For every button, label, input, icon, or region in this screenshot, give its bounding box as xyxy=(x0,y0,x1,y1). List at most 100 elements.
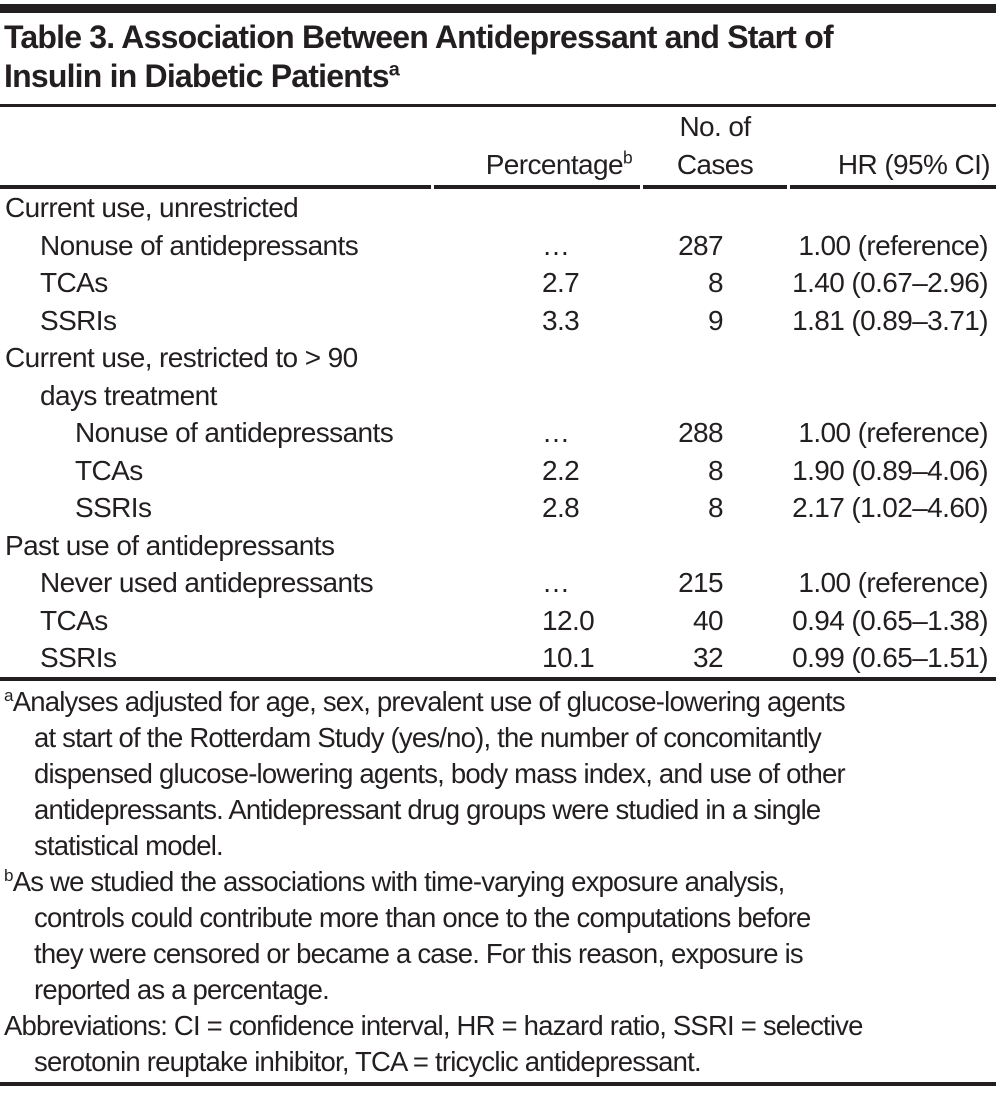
percentage-cell xyxy=(434,527,643,565)
hr-cell: 0.99 (0.65–1.51) xyxy=(792,642,988,673)
hr-cell: 1.00 (reference) xyxy=(798,417,988,448)
footnote-a-line: statistical model. xyxy=(34,830,224,861)
header-underline-segment xyxy=(434,185,640,189)
row-label: Current use, unrestricted xyxy=(5,192,299,223)
hr-cell xyxy=(787,189,996,227)
cases-cell: 215 xyxy=(678,567,724,598)
footnote-a-line: antidepressants. Antidepressant drug gro… xyxy=(34,794,821,825)
hr-cell: 0.94 (0.65–1.38) xyxy=(792,604,988,636)
footnote-b-line: controls could contribute more than once… xyxy=(34,902,811,933)
column-header-hr: HR (95% CI) xyxy=(837,149,991,180)
row-label: TCAs xyxy=(40,604,108,636)
table-body: Current use, unrestricted Nonuse of anti… xyxy=(0,189,996,677)
table-row: Nonuse of antidepressants … 288 1.00 (re… xyxy=(0,414,996,452)
cases-cell: 8 xyxy=(708,454,724,486)
header-underline xyxy=(0,185,996,189)
cases-cell xyxy=(643,339,787,377)
percentage-cell: 12.0 xyxy=(542,604,595,636)
hr-cell: 1.40 (0.67–2.96) xyxy=(792,267,988,298)
header-underline-segment xyxy=(0,185,431,189)
row-label: TCAs xyxy=(75,454,143,486)
table-row: Current use, restricted to > 90 xyxy=(0,339,996,377)
table-row: Past use of antidepressants xyxy=(0,527,996,565)
hr-cell: 2.17 (1.02–4.60) xyxy=(792,492,988,523)
row-label: SSRIs xyxy=(75,492,152,523)
title-rule xyxy=(0,104,996,107)
cases-cell xyxy=(643,527,787,565)
cases-cell: 9 xyxy=(708,304,724,336)
row-label: days treatment xyxy=(40,379,217,411)
row-label: TCAs xyxy=(40,267,108,298)
percentage-cell: … xyxy=(542,229,570,261)
header-underline-segment xyxy=(790,185,996,189)
footnote-a-line: aAnalyses adjusted for age, sex, prevale… xyxy=(4,685,846,717)
percentage-cell: 2.2 xyxy=(542,454,580,486)
percentage-cell: 2.8 xyxy=(542,492,580,523)
cases-cell: 40 xyxy=(693,604,724,636)
footnotes: aAnalyses adjusted for age, sex, prevale… xyxy=(4,684,994,1080)
cases-cell xyxy=(643,377,787,415)
cases-cell xyxy=(643,189,787,227)
table-title: Table 3. Association Between Antidepress… xyxy=(4,18,992,96)
cases-cell: 287 xyxy=(678,229,724,261)
abbreviations-line: serotonin reuptake inhibitor, TCA = tric… xyxy=(34,1046,702,1077)
hr-cell: 1.90 (0.89–4.06) xyxy=(792,454,988,486)
footnote-a-line: at start of the Rotterdam Study (yes/no)… xyxy=(34,722,822,753)
column-header-cases-line1: No. of xyxy=(679,111,751,142)
hr-cell xyxy=(787,377,996,415)
percentage-cell: … xyxy=(542,417,570,448)
row-label: Nonuse of antidepressants xyxy=(40,229,359,261)
column-header-cases-line2: Cases xyxy=(676,149,754,180)
table-row: Never used antidepressants … 215 1.00 (r… xyxy=(0,564,996,602)
column-headers: No. of Percentageb Cases HR (95% CI) xyxy=(0,108,996,184)
hr-cell: 1.00 (reference) xyxy=(798,229,988,261)
percentage-cell: 3.3 xyxy=(542,304,580,336)
table-row: TCAs 2.7 8 1.40 (0.67–2.96) xyxy=(0,264,996,302)
header-underline-segment xyxy=(643,185,787,189)
hr-cell: 1.00 (reference) xyxy=(798,567,988,598)
footnote-b-line: they were censored or became a case. For… xyxy=(34,938,804,969)
percentage-cell: … xyxy=(542,567,570,598)
table-row: TCAs 2.2 8 1.90 (0.89–4.06) xyxy=(0,452,996,490)
abbreviations-line: Abbreviations: CI = confidence interval,… xyxy=(4,1010,863,1041)
column-header-row-2: Percentageb Cases HR (95% CI) xyxy=(0,146,996,184)
table-row: TCAs 12.0 40 0.94 (0.65–1.38) xyxy=(0,602,996,640)
hr-cell xyxy=(787,339,996,377)
row-label: SSRIs xyxy=(40,304,117,336)
percentage-cell: 2.7 xyxy=(542,267,580,298)
column-header-row-1: No. of xyxy=(0,108,996,146)
row-label: Current use, restricted to > 90 xyxy=(5,342,358,373)
table-row: SSRIs 2.8 8 2.17 (1.02–4.60) xyxy=(0,489,996,527)
column-header-percentage: Percentageb xyxy=(485,147,633,180)
footnote-a-marker: a xyxy=(4,685,13,705)
row-label: Never used antidepressants xyxy=(40,567,374,598)
row-label: Nonuse of antidepressants xyxy=(75,417,394,448)
table-row: Current use, unrestricted xyxy=(0,189,996,227)
cases-cell: 8 xyxy=(708,492,724,523)
table-title-line2: Insulin in Diabetic Patientsa xyxy=(4,58,400,94)
row-label: SSRIs xyxy=(40,642,117,673)
footnote-b-marker: b xyxy=(4,865,13,885)
cases-cell: 288 xyxy=(678,417,724,448)
percentage-superscript: b xyxy=(622,147,633,168)
cases-cell: 8 xyxy=(708,267,724,298)
table-title-line1: Table 3. Association Between Antidepress… xyxy=(4,19,834,55)
table-row: days treatment xyxy=(0,377,996,415)
hr-cell: 1.81 (0.89–3.71) xyxy=(792,304,988,336)
percentage-cell: 10.1 xyxy=(542,642,595,673)
footnote-b-line: bAs we studied the associations with tim… xyxy=(4,865,785,897)
top-rule xyxy=(0,4,996,13)
footnote-b-line: reported as a percentage. xyxy=(34,974,330,1005)
table-row: SSRIs 10.1 32 0.99 (0.65–1.51) xyxy=(0,639,996,677)
hr-cell xyxy=(787,527,996,565)
percentage-cell xyxy=(434,377,643,415)
page-bottom-rule xyxy=(0,1082,996,1086)
percentage-cell xyxy=(434,339,643,377)
percentage-cell xyxy=(434,189,643,227)
table-row: SSRIs 3.3 9 1.81 (0.89–3.71) xyxy=(0,302,996,340)
footnote-a-line: dispensed glucose-lowering agents, body … xyxy=(34,758,846,789)
title-superscript: a xyxy=(388,58,400,81)
cases-cell: 32 xyxy=(693,642,724,673)
table-row: Nonuse of antidepressants … 287 1.00 (re… xyxy=(0,227,996,265)
table-bottom-rule xyxy=(0,677,996,681)
